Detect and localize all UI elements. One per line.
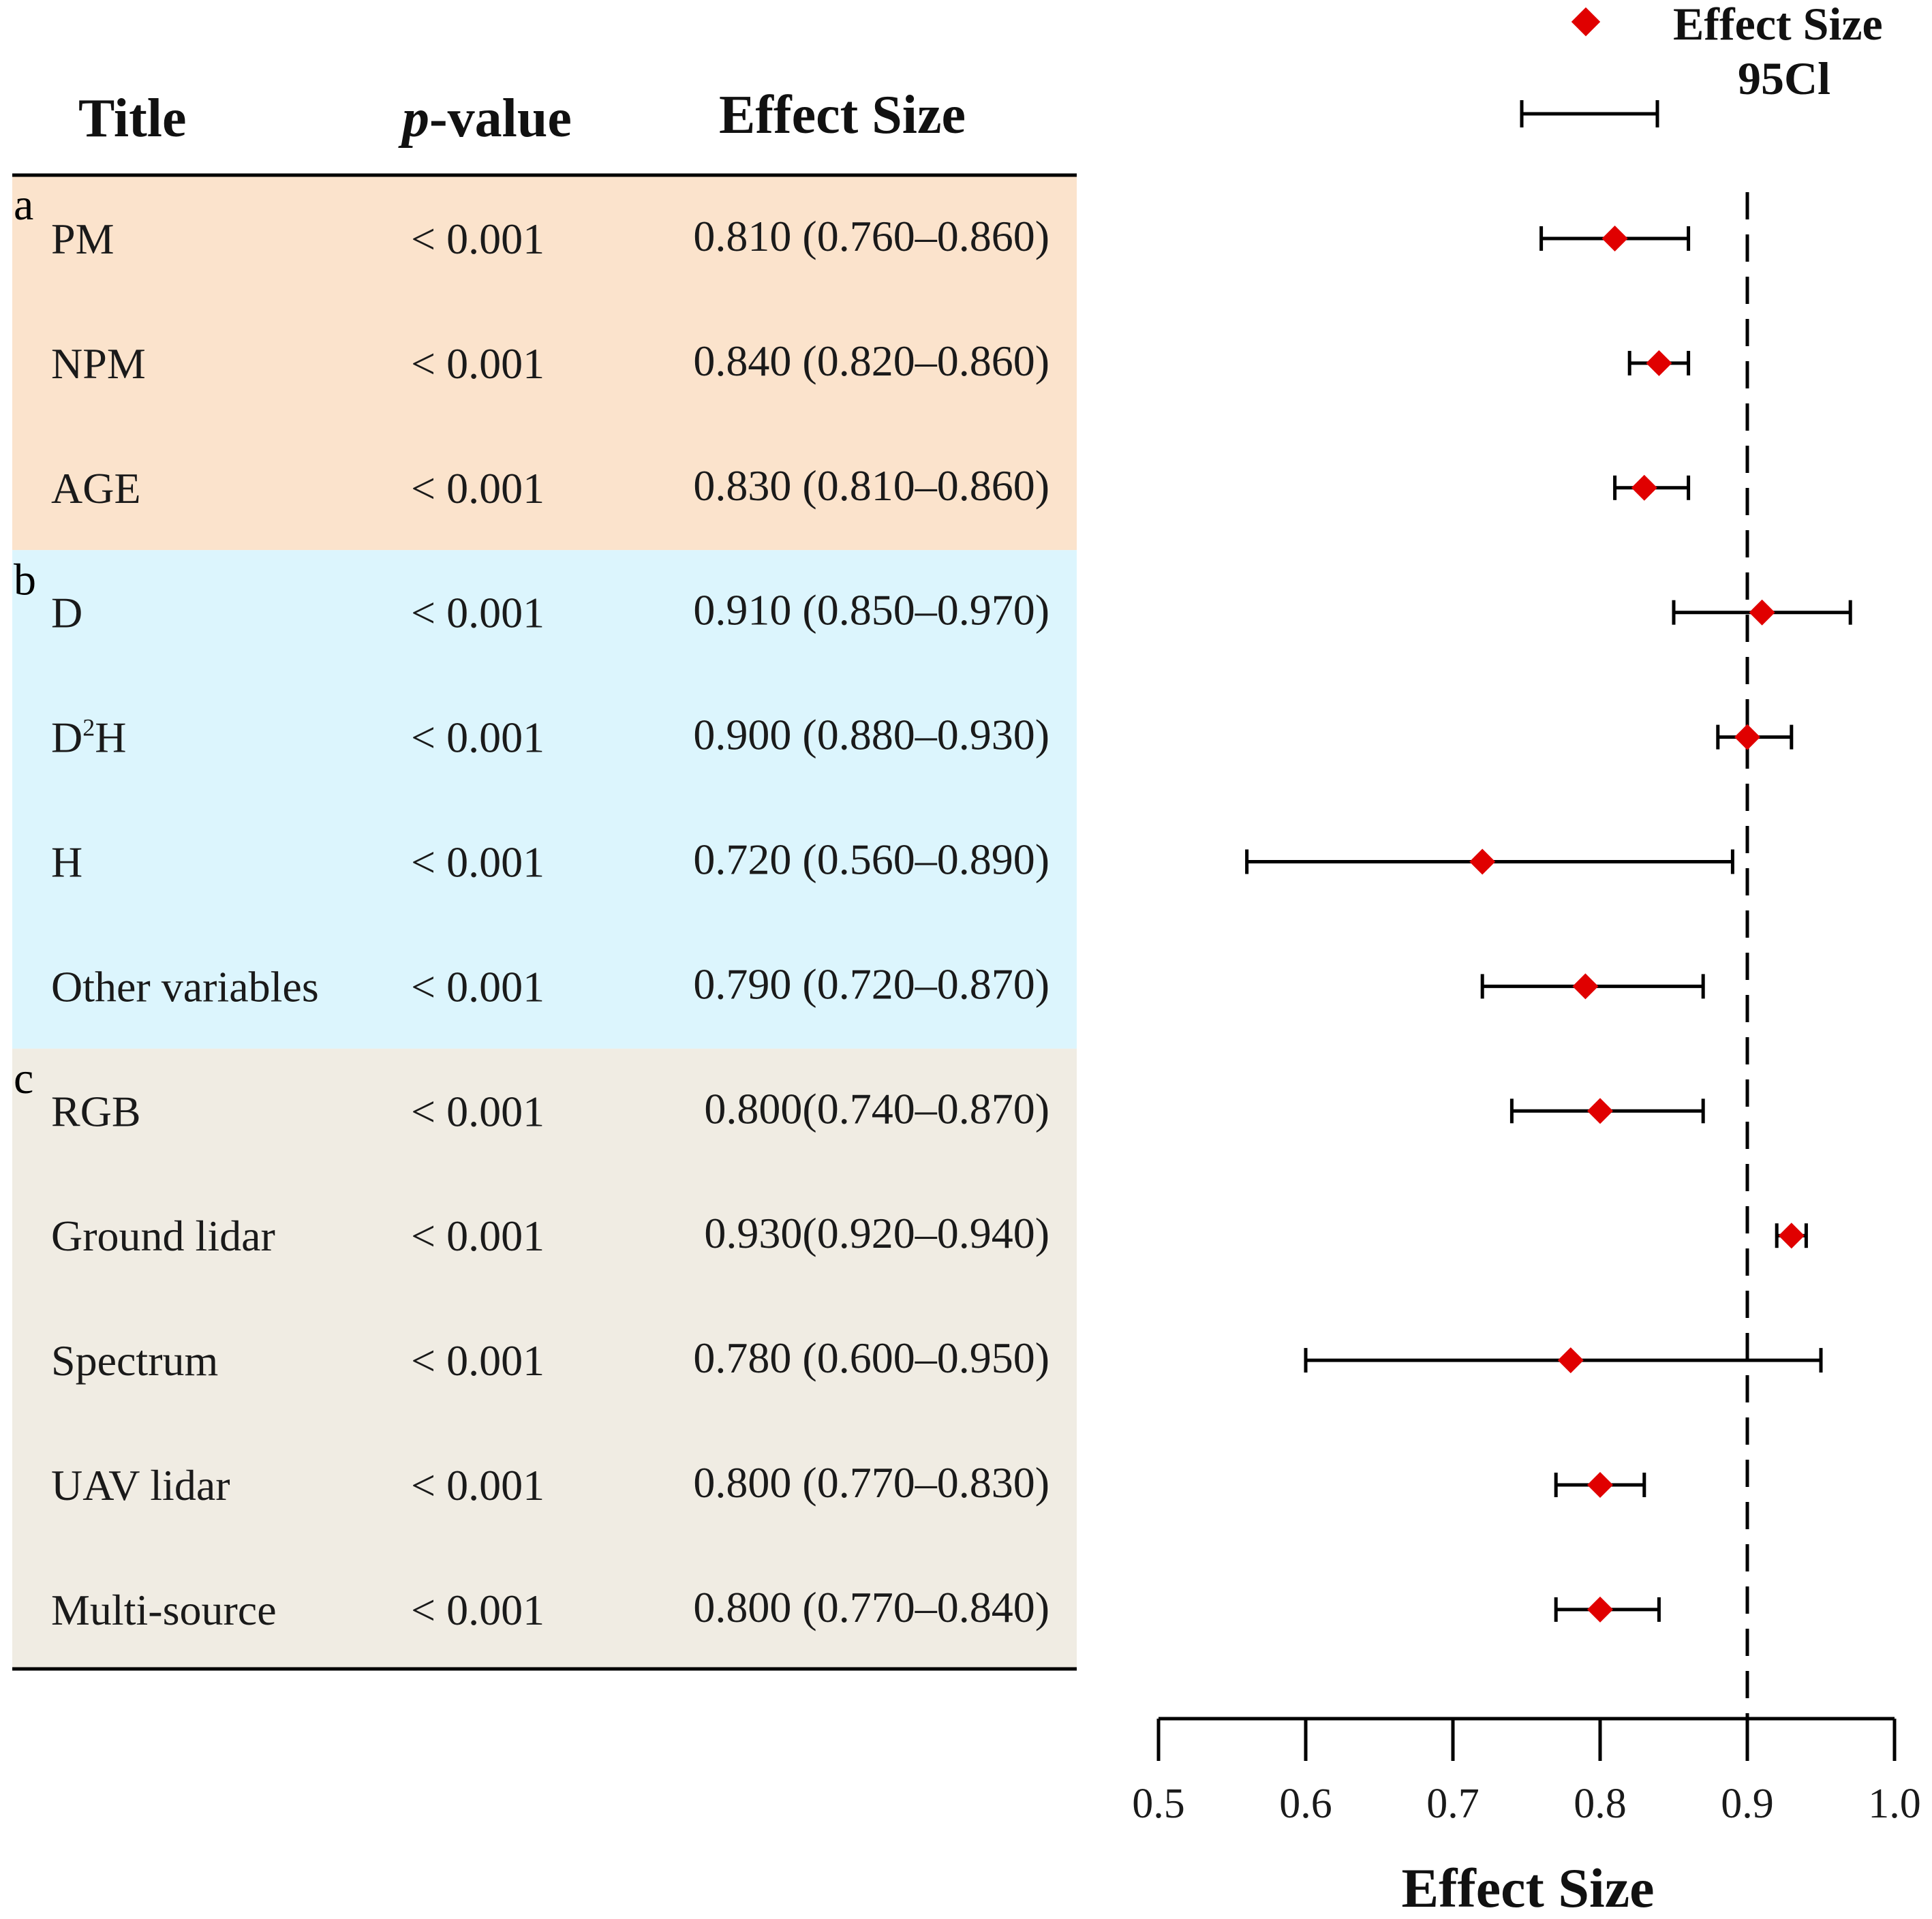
row-p-value: < 0.001 xyxy=(411,339,545,388)
row-p-value: < 0.001 xyxy=(411,1087,545,1135)
row-title: PM xyxy=(51,215,114,263)
row-p-value: < 0.001 xyxy=(411,589,545,637)
x-axis: 0.5 0.6 0.7 0.8 0.9 1.0 xyxy=(1132,1717,1921,1827)
row-title: Spectrum xyxy=(51,1336,218,1385)
row-title: D xyxy=(51,589,82,637)
plot-area xyxy=(1245,192,1852,1724)
effect-marker xyxy=(1557,1347,1584,1374)
row-effect-size: 0.910 (0.850–0.970) xyxy=(693,586,1049,634)
row-title: Other variables xyxy=(51,962,319,1011)
row-title: RGB xyxy=(51,1087,141,1135)
legend-effect-marker xyxy=(1571,7,1601,37)
header-effect-size: Effect Size xyxy=(719,85,966,145)
legend: Effect Size 95Cl xyxy=(1520,0,1883,127)
legend-ci-label: 95Cl xyxy=(1738,52,1830,104)
row-title: Multi-source xyxy=(51,1586,277,1634)
legend-effect-label: Effect Size xyxy=(1673,0,1883,50)
row-title: D2H xyxy=(51,713,126,762)
group-band xyxy=(12,550,1077,1049)
x-tick-label: 1.0 xyxy=(1868,1781,1921,1827)
row-p-value: < 0.001 xyxy=(411,838,545,887)
row-p-value: < 0.001 xyxy=(411,1212,545,1260)
effect-marker xyxy=(1646,350,1672,376)
table-rows: PM < 0.001 0.810 (0.760–0.860) NPM < 0.001 0.… xyxy=(51,212,1049,1634)
header-p-suffix: -value xyxy=(429,89,572,149)
x-axis-label: Effect Size xyxy=(1401,1857,1654,1919)
row-title: Ground lidar xyxy=(51,1212,275,1260)
row-effect-size: 0.800 (0.770–0.840) xyxy=(693,1583,1049,1631)
row-title: NPM xyxy=(51,339,146,388)
row-p-value: < 0.001 xyxy=(411,464,545,512)
row-title: UAV lidar xyxy=(51,1461,230,1509)
group-band xyxy=(12,1048,1077,1669)
effect-marker xyxy=(1587,1472,1613,1498)
effect-marker xyxy=(1734,724,1760,750)
row-effect-size: 0.900 (0.880–0.930) xyxy=(693,711,1049,759)
effect-marker xyxy=(1749,599,1775,626)
header-p-prefix: p xyxy=(398,89,429,149)
group-letter: c xyxy=(14,1054,33,1103)
row-p-value: < 0.001 xyxy=(411,1461,545,1509)
effect-marker xyxy=(1601,226,1628,251)
header-title: Title xyxy=(78,89,187,149)
row-effect-size: 0.810 (0.760–0.860) xyxy=(693,212,1049,260)
row-effect-size: 0.720 (0.560–0.890) xyxy=(693,835,1049,884)
row-p-value: < 0.001 xyxy=(411,1586,545,1634)
row-p-value: < 0.001 xyxy=(411,1336,545,1385)
row-effect-size: 0.800(0.740–0.870) xyxy=(704,1084,1049,1133)
group-bands: a b c xyxy=(12,175,1077,1669)
effect-marker xyxy=(1778,1223,1805,1249)
row-p-value: < 0.001 xyxy=(411,215,545,263)
row-effect-size: 0.930(0.920–0.940) xyxy=(704,1209,1049,1257)
row-effect-size: 0.830 (0.810–0.860) xyxy=(693,461,1049,510)
effect-marker xyxy=(1587,1596,1613,1623)
group-band xyxy=(12,175,1077,551)
x-tick-label: 0.9 xyxy=(1721,1781,1774,1827)
x-tick-label: 0.8 xyxy=(1574,1781,1627,1827)
row-effect-size: 0.790 (0.720–0.870) xyxy=(693,960,1049,1008)
row-effect-size: 0.840 (0.820–0.860) xyxy=(693,337,1049,385)
row-title: AGE xyxy=(51,464,141,512)
effect-marker xyxy=(1587,1098,1613,1124)
group-letter: a xyxy=(14,180,33,230)
row-effect-size: 0.780 (0.600–0.950) xyxy=(693,1334,1049,1382)
header-p-value: p-value xyxy=(398,89,572,149)
effect-marker xyxy=(1469,848,1496,875)
row-p-value: < 0.001 xyxy=(411,713,545,762)
x-tick-label: 0.5 xyxy=(1132,1781,1185,1827)
row-title: H xyxy=(51,838,82,887)
group-letter: b xyxy=(14,555,36,604)
effect-marker xyxy=(1631,474,1657,501)
effect-marker xyxy=(1572,973,1599,1000)
x-tick-label: 0.6 xyxy=(1279,1781,1332,1827)
row-p-value: < 0.001 xyxy=(411,962,545,1011)
x-tick-label: 0.7 xyxy=(1426,1781,1479,1827)
row-effect-size: 0.800 (0.770–0.830) xyxy=(693,1458,1049,1507)
